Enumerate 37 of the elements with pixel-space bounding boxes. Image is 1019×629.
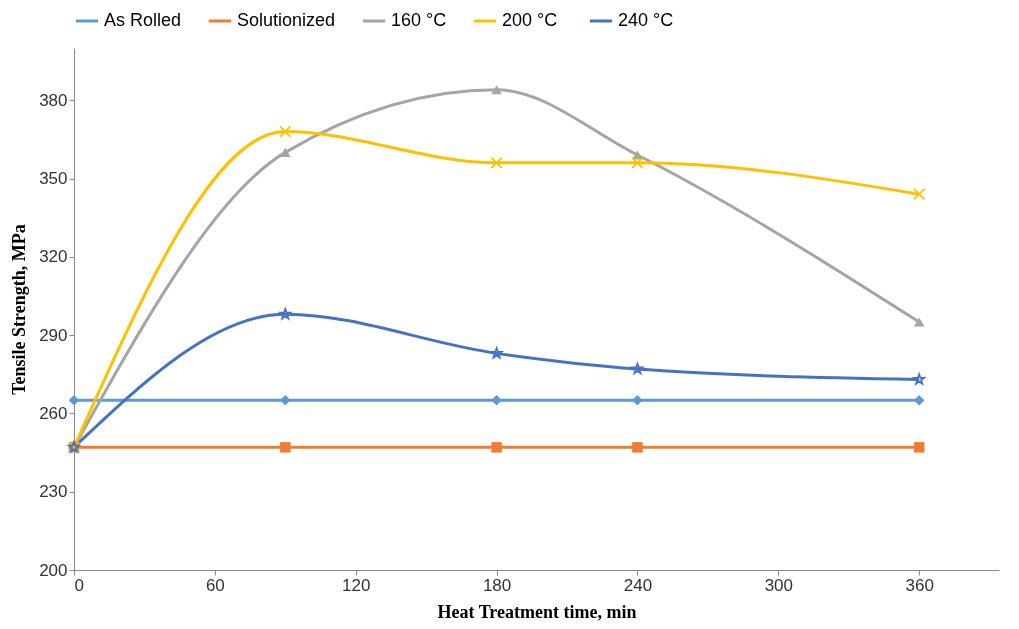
x-tick-label: 180 — [482, 575, 512, 595]
point — [913, 442, 925, 453]
y-tick-label: 380 — [39, 90, 68, 110]
x-axis-title: Heat Treatment time, min — [437, 601, 637, 622]
legend-label: 160 °C — [391, 10, 447, 30]
x-tick-label: 120 — [342, 575, 371, 595]
point — [913, 317, 925, 327]
x-tick-label: 300 — [764, 575, 793, 595]
x-tick-label: 240 — [623, 575, 653, 595]
point — [280, 395, 291, 406]
point — [491, 442, 502, 453]
x-tick-label: 0 — [74, 575, 84, 595]
point — [491, 395, 502, 406]
point — [632, 395, 643, 406]
x-tick-label: 360 — [905, 575, 934, 595]
point — [280, 147, 291, 157]
point — [913, 188, 926, 201]
legend-label: 240 °C — [618, 10, 674, 30]
y-tick-label: 290 — [39, 325, 68, 345]
y-axis-title: Tensile Strength, MPa — [9, 224, 30, 395]
y-tick-label: 230 — [39, 482, 68, 502]
point — [491, 85, 502, 95]
point — [631, 362, 644, 375]
x-tick-label: 60 — [205, 575, 225, 595]
y-tick-label: 260 — [39, 403, 68, 423]
point — [280, 442, 291, 453]
point — [632, 442, 643, 453]
y-tick-label: 350 — [39, 169, 68, 188]
point — [631, 156, 644, 169]
legend-label: As Rolled — [104, 10, 182, 30]
point — [68, 395, 80, 406]
point — [490, 156, 503, 169]
legend-label: 200 °C — [502, 10, 558, 30]
y-tick-label: 320 — [39, 247, 68, 267]
point — [279, 125, 292, 138]
y-tick-label: 200 — [39, 560, 68, 580]
legend-label: Solutionized — [237, 10, 336, 30]
